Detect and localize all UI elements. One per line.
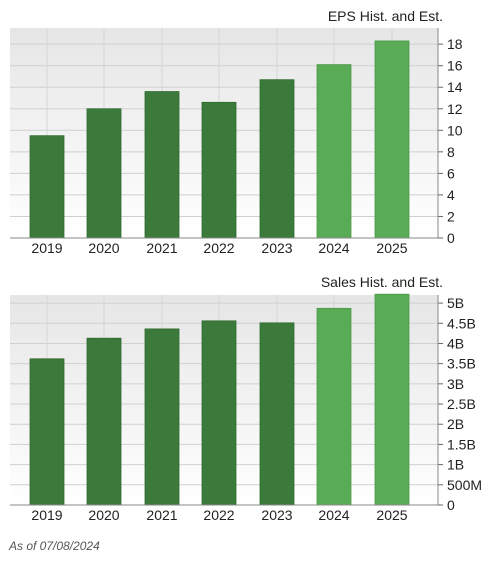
- sales-y-tick-label: 4.5B: [447, 315, 476, 331]
- eps-x-tick-label: 2024: [318, 240, 349, 256]
- sales-y-tick-label: 0: [447, 497, 455, 513]
- eps-bar-2022: [201, 101, 237, 239]
- eps-bar-2023: [259, 79, 295, 239]
- eps-y-tick-label: 14: [447, 79, 463, 95]
- sales-y-tick-label: 2.5B: [447, 396, 476, 412]
- sales-chart-title: Sales Hist. and Est.: [320, 274, 443, 290]
- sales-bar-2019: [29, 358, 65, 506]
- eps-x-tick-label: 2019: [31, 240, 62, 256]
- sales-x-tick-label: 2024: [318, 507, 349, 523]
- eps-y-tick-label: 12: [447, 101, 463, 117]
- eps-y-tick-label: 8: [447, 144, 455, 160]
- sales-y-tick-label: 3.5B: [447, 356, 476, 372]
- eps-y-tick-label: 0: [447, 230, 455, 246]
- sales-x-tick-label: 2019: [31, 507, 62, 523]
- eps-y-tick-label: 10: [447, 122, 463, 138]
- eps-x-tick-label: 2025: [376, 240, 407, 256]
- sales-bar-2020: [86, 337, 122, 506]
- eps-bar-2024: [316, 64, 352, 239]
- sales-bar-2021: [144, 328, 180, 506]
- as-of-date: As of 07/08/2024: [9, 539, 100, 553]
- sales-y-tick-label: 3B: [447, 376, 464, 392]
- sales-y-tick-label: 1.5B: [447, 436, 476, 452]
- sales-y-tick-label: 4B: [447, 335, 464, 351]
- sales-chart-panel: Sales Hist. and Est. 0 500M 1B 1.5B 2B 2.5B 3B…: [0, 262, 493, 532]
- sales-x-tick-label: 2023: [261, 507, 292, 523]
- eps-chart: 0 2 4 6 8 10 12 14 16 18 2019 2020 2021 2022 2023 2024 2…: [10, 28, 463, 256]
- eps-chart-title: EPS Hist. and Est.: [327, 8, 443, 24]
- sales-x-tick-label: 2021: [146, 507, 177, 523]
- sales-x-tick-label: 2025: [376, 507, 407, 523]
- sales-y-tick-label: 2B: [447, 416, 464, 432]
- sales-bar-2024: [316, 307, 352, 506]
- sales-bar-2025: [374, 293, 410, 506]
- eps-bar-2025: [374, 40, 410, 239]
- eps-y-tick-label: 16: [447, 58, 463, 74]
- eps-bar-2021: [144, 91, 180, 239]
- eps-x-tick-label: 2021: [146, 240, 177, 256]
- sales-x-tick-label: 2022: [203, 507, 234, 523]
- eps-y-tick-label: 4: [447, 187, 455, 203]
- eps-x-tick-label: 2022: [203, 240, 234, 256]
- eps-chart-panel: EPS Hist. and Est. 0 2 4 6 8 10 12 14 16 18 2019 20…: [0, 0, 493, 262]
- sales-x-tick-label: 2020: [88, 507, 119, 523]
- eps-bar-2020: [86, 108, 122, 239]
- eps-x-tick-label: 2020: [88, 240, 119, 256]
- eps-bar-2019: [29, 135, 65, 239]
- eps-y-tick-label: 2: [447, 208, 455, 224]
- eps-x-tick-label: 2023: [261, 240, 292, 256]
- eps-y-tick-label: 18: [447, 36, 463, 52]
- eps-y-tick-label: 6: [447, 165, 455, 181]
- sales-bar-2023: [259, 322, 295, 506]
- sales-y-tick-label: 1B: [447, 457, 464, 473]
- sales-y-tick-label: 500M: [447, 477, 482, 493]
- sales-chart: 0 500M 1B 1.5B 2B 2.5B 3B 3.5B 4B 4.5B 5B 2019 2020 2…: [10, 293, 482, 523]
- sales-bar-2022: [201, 320, 237, 506]
- sales-y-tick-label: 5B: [447, 295, 464, 311]
